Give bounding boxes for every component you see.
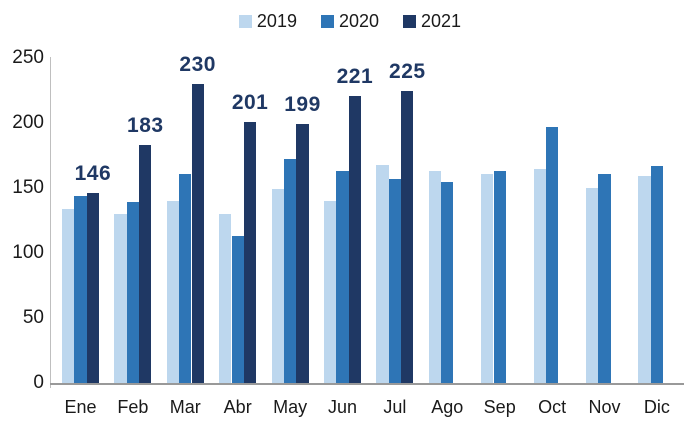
x-category-label-Oct: Oct — [538, 397, 567, 417]
bar-2020-May — [283, 159, 297, 383]
bar-2019-Ene — [61, 208, 75, 383]
bar-2021-Abr — [243, 121, 257, 383]
bar-2021-May — [296, 124, 309, 383]
bar-2020-Ene — [74, 195, 87, 383]
data-label-2021-Jun: 221 — [336, 64, 374, 88]
bar-2020-Ago — [441, 181, 454, 383]
x-category-label-Abr: Abr — [223, 397, 252, 417]
bar-2021-Ene — [86, 193, 100, 383]
bar-2020-Dic — [650, 165, 664, 383]
x-category-label-Jul: Jul — [383, 397, 407, 417]
bar-2019-Dic — [638, 176, 651, 383]
bar-2019-Nov — [585, 188, 599, 383]
y-tick-label: 250 — [12, 47, 44, 68]
bar-2019-Jun — [323, 201, 337, 383]
legend-label: 2021 — [421, 11, 462, 31]
bar-2020-Nov — [598, 173, 611, 383]
x-category-label-Nov: Nov — [588, 397, 621, 417]
bar-2021-Jul — [401, 90, 414, 383]
x-category-label-May: May — [273, 397, 308, 417]
x-category-label-Ene: Ene — [64, 397, 97, 417]
bar-2019-Jul — [376, 164, 389, 383]
y-tick-label: 150 — [12, 177, 44, 198]
bar-2019-Sep — [481, 173, 494, 383]
bar-2019-Abr — [219, 214, 232, 383]
x-category-label-Ago: Ago — [431, 397, 464, 417]
legend-swatch-2020 — [320, 14, 334, 28]
legend-item-2019: 2019 — [238, 11, 297, 31]
y-tick-label: 200 — [12, 112, 44, 133]
legend-label: 2020 — [338, 11, 380, 31]
bar-2020-Oct — [545, 126, 559, 383]
bar-2019-Feb — [114, 214, 127, 383]
x-category-label-Feb: Feb — [117, 397, 149, 417]
x-category-label-Mar: Mar — [169, 397, 201, 417]
y-axis-line — [50, 57, 51, 388]
bar-2020-Jul — [388, 178, 402, 383]
bar-2019-May — [271, 189, 284, 383]
legend-swatch-2021 — [403, 14, 417, 28]
bar-2019-Mar — [166, 201, 180, 383]
y-tick-label: 100 — [12, 242, 44, 263]
x-axis-line — [50, 383, 684, 385]
bar-2019-Oct — [533, 168, 546, 383]
bar-2020-Feb — [126, 202, 140, 383]
bar-2021-Mar — [191, 84, 204, 383]
chart-legend: 2019 2020 2021 — [0, 12, 700, 30]
legend-label: 2019 — [256, 11, 297, 31]
legend-swatch-2019 — [238, 14, 252, 28]
data-label-2021-Ene: 146 — [74, 162, 112, 186]
bar-2020-Sep — [493, 171, 506, 383]
legend-item-2021: 2021 — [403, 12, 461, 30]
legend-item-2020: 2020 — [320, 11, 380, 31]
bar-2019-Ago — [428, 171, 442, 383]
data-label-2021-Abr: 201 — [231, 90, 269, 114]
data-label-2021-Mar: 230 — [179, 53, 216, 76]
x-category-label-Sep: Sep — [483, 397, 516, 417]
bar-2020-Jun — [336, 171, 349, 383]
bar-2020-Mar — [179, 173, 192, 383]
x-category-label-Jun: Jun — [327, 397, 358, 417]
y-tick-label: 0 — [33, 372, 44, 393]
data-label-2021-Jul: 225 — [389, 59, 426, 83]
x-category-label-Dic: Dic — [643, 397, 670, 417]
bar-2021-Feb — [139, 145, 152, 383]
bar-2021-Jun — [348, 95, 362, 383]
bar-2020-Abr — [231, 236, 244, 383]
data-label-2021-May: 199 — [284, 93, 321, 117]
data-label-2021-Feb: 183 — [127, 114, 164, 138]
y-tick-label: 50 — [22, 307, 44, 328]
